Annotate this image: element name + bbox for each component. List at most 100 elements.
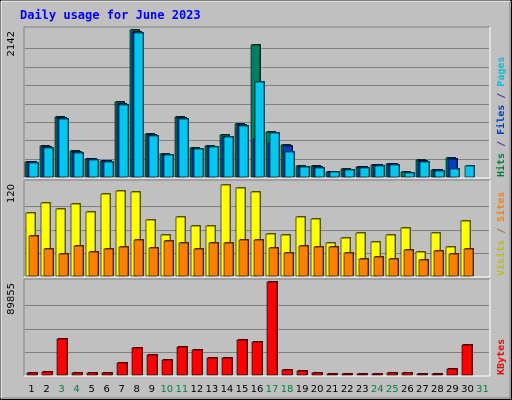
- bar-face: [178, 242, 189, 277]
- x-tick-label: 31: [476, 384, 489, 395]
- bar-pages: [314, 167, 325, 178]
- bar-sites: [268, 247, 279, 277]
- bar-sites: [433, 250, 444, 277]
- x-tick-label: 3: [58, 384, 64, 395]
- bar-sites: [238, 239, 249, 277]
- bar-face: [101, 372, 113, 376]
- bar-kbytes: [41, 371, 53, 376]
- bar-face: [116, 362, 128, 376]
- legend-entry: /: [496, 135, 507, 153]
- bar-kbytes: [431, 373, 443, 376]
- bar-face: [341, 373, 353, 376]
- bar-kbytes: [311, 372, 323, 376]
- x-tick-label: 4: [73, 384, 79, 395]
- bar-sites: [373, 256, 384, 277]
- bar-face: [163, 154, 174, 178]
- bar-face: [433, 250, 444, 277]
- bar-face: [374, 165, 385, 178]
- bar-sites: [328, 246, 339, 277]
- bar-pages: [329, 171, 340, 178]
- bar-face: [118, 104, 129, 178]
- x-tick-label: 29: [446, 384, 459, 395]
- bar-pages: [449, 168, 460, 178]
- x-tick-label: 12: [191, 384, 204, 395]
- bar-pages: [103, 161, 114, 178]
- bar-face: [163, 240, 174, 277]
- bar-sites: [463, 248, 474, 277]
- bar-face: [56, 338, 68, 376]
- bar-kbytes: [371, 373, 383, 376]
- bar-pages: [269, 132, 280, 178]
- x-tick-label: 2: [43, 384, 49, 395]
- bar-pages: [148, 135, 159, 178]
- legend-entry: KBytes: [496, 339, 507, 375]
- bar-sites: [358, 258, 369, 277]
- legend-entry: Sites: [495, 192, 507, 222]
- bar-kbytes: [326, 373, 338, 376]
- bar-kbytes: [86, 372, 98, 376]
- bar-face: [28, 162, 39, 178]
- bar-pages: [374, 165, 385, 178]
- x-axis-ticks: 1 2 3 4 5 6 7 8 9 10 11 12 13 14 15 16 17 18 19 20 21 22 23 24 2…: [28, 384, 489, 395]
- legend-entry: /: [496, 222, 507, 240]
- bar-face: [86, 372, 98, 376]
- bar-face: [148, 247, 159, 277]
- bar-sites: [208, 242, 219, 277]
- bar-sites: [178, 242, 189, 277]
- bar-kbytes: [176, 346, 188, 376]
- bar-face: [71, 372, 83, 376]
- bar-face: [269, 132, 280, 178]
- x-tick-label: 11: [175, 384, 188, 395]
- bar-face: [43, 248, 54, 277]
- bar-pages: [359, 167, 370, 178]
- series-kbytes: [26, 281, 473, 376]
- bar-face: [223, 136, 234, 178]
- bar-sites: [28, 235, 39, 277]
- bar-face: [133, 239, 144, 277]
- bar-kbytes: [191, 349, 203, 376]
- x-tick-label: 21: [326, 384, 339, 395]
- bar-face: [118, 246, 129, 277]
- bar-kbytes: [296, 370, 308, 376]
- x-tick-label: 1: [28, 384, 34, 395]
- bar-kbytes: [461, 344, 473, 376]
- bar-face: [221, 357, 233, 376]
- bar-kbytes: [446, 368, 458, 376]
- bar-sites: [298, 245, 309, 277]
- x-tick-label: 24: [371, 384, 384, 395]
- bar-face: [449, 168, 460, 178]
- bar-face: [238, 239, 249, 277]
- bar-kbytes: [386, 372, 398, 376]
- bar-face: [254, 81, 265, 178]
- bar-kbytes: [26, 372, 38, 376]
- legend-entry: Pages: [496, 57, 507, 87]
- bar-sites: [388, 258, 399, 277]
- legend-entry: Visits: [495, 240, 507, 276]
- x-tick-label: 6: [103, 384, 109, 395]
- bar-kbytes: [221, 357, 233, 376]
- bar-face: [206, 357, 218, 376]
- bar-kbytes: [356, 373, 368, 376]
- bar-face: [131, 347, 143, 376]
- bar-face: [208, 242, 219, 277]
- legend-entry: Hits: [495, 153, 507, 177]
- bar-face: [296, 370, 308, 376]
- bar-pages: [43, 147, 54, 178]
- bar-kbytes: [56, 338, 68, 376]
- bar-kbytes: [161, 359, 173, 376]
- bar-face: [463, 248, 474, 277]
- bar-kbytes: [236, 339, 248, 376]
- bar-pages: [58, 118, 69, 178]
- visits-panel: 120 Visits / Sites: [6, 179, 507, 278]
- bar-face: [266, 281, 278, 376]
- x-tick-label: 9: [149, 384, 155, 395]
- x-tick-label: 28: [431, 384, 444, 395]
- x-tick-label: 25: [386, 384, 399, 395]
- bar-sites: [418, 259, 429, 277]
- bar-face: [281, 369, 293, 376]
- bar-kbytes: [116, 362, 128, 376]
- bar-sites: [58, 253, 69, 277]
- bar-pages: [88, 159, 99, 178]
- bar-face: [401, 372, 413, 376]
- x-tick-label: 17: [266, 384, 279, 395]
